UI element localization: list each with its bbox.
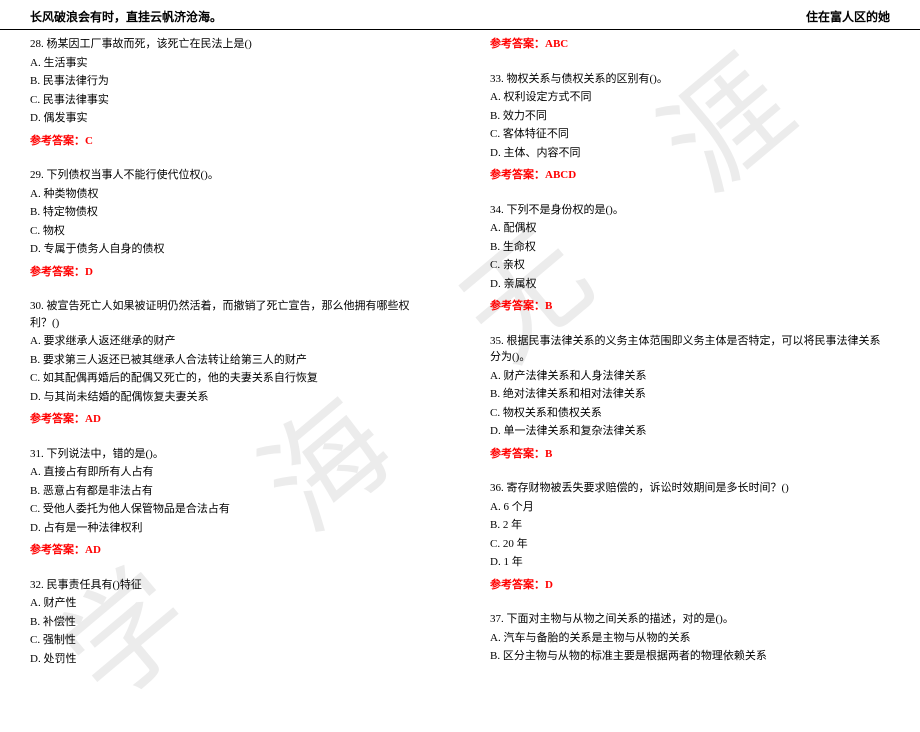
q29-opt-c: C. 物权 <box>30 223 430 240</box>
q28-opt-b: B. 民事法律行为 <box>30 73 430 90</box>
question-36: 36. 寄存财物被丢失要求赔偿的，诉讼时效期间是多长时间？() A. 6 个月 … <box>490 480 890 593</box>
prev-ans-value: ABC <box>545 38 568 50</box>
q28-answer: 参考答案：C <box>30 133 430 150</box>
question-37: 37. 下面对主物与从物之间关系的描述，对的是()。 A. 汽车与备胎的关系是主… <box>490 611 890 665</box>
q32-opt-b: B. 补偿性 <box>30 614 430 631</box>
q34-opt-d: D. 亲属权 <box>490 276 890 293</box>
q37-text: 37. 下面对主物与从物之间关系的描述，对的是()。 <box>490 611 890 628</box>
q31-answer: 参考答案：AD <box>30 542 430 559</box>
q36-text: 36. 寄存财物被丢失要求赔偿的，诉讼时效期间是多长时间？() <box>490 480 890 497</box>
q31-opt-b: B. 恶意占有都是非法占有 <box>30 483 430 500</box>
q32-opt-d: D. 处罚性 <box>30 651 430 668</box>
page-header: 长风破浪会有时，直挂云帆济沧海。 住在富人区的她 <box>0 0 920 30</box>
q28-text: 28. 杨某因工厂事故而死，该死亡在民法上是() <box>30 36 430 53</box>
q28-ans-value: C <box>85 135 93 147</box>
q30-ans-value: AD <box>85 413 101 425</box>
question-28: 28. 杨某因工厂事故而死，该死亡在民法上是() A. 生活事实 B. 民事法律… <box>30 36 430 149</box>
answer-label: 参考答案： <box>30 135 85 147</box>
column-left: 28. 杨某因工厂事故而死，该死亡在民法上是() A. 生活事实 B. 民事法律… <box>30 30 460 671</box>
answer-label: 参考答案： <box>490 300 545 312</box>
q34-opt-c: C. 亲权 <box>490 257 890 274</box>
q33-opt-c: C. 客体特征不同 <box>490 126 890 143</box>
q36-opt-a: A. 6 个月 <box>490 499 890 516</box>
q37-opt-a: A. 汽车与备胎的关系是主物与从物的关系 <box>490 630 890 647</box>
q33-opt-d: D. 主体、内容不同 <box>490 145 890 162</box>
q32-text: 32. 民事责任具有()特征 <box>30 577 430 594</box>
q33-ans-value: ABCD <box>545 169 576 181</box>
q34-opt-b: B. 生命权 <box>490 239 890 256</box>
q30-opt-a: A. 要求继承人返还继承的财产 <box>30 333 430 350</box>
q28-opt-a: A. 生活事实 <box>30 55 430 72</box>
answer-label: 参考答案： <box>490 448 545 460</box>
answer-label: 参考答案： <box>30 544 85 556</box>
q29-text: 29. 下列债权当事人不能行使代位权()。 <box>30 167 430 184</box>
prev-answer: 参考答案：ABC <box>490 36 890 53</box>
answer-label: 参考答案： <box>490 579 545 591</box>
q30-answer: 参考答案：AD <box>30 411 430 428</box>
q36-opt-c: C. 20 年 <box>490 536 890 553</box>
q34-opt-a: A. 配偶权 <box>490 220 890 237</box>
question-34: 34. 下列不是身份权的是()。 A. 配偶权 B. 生命权 C. 亲权 D. … <box>490 202 890 315</box>
q28-opt-d: D. 偶发事实 <box>30 110 430 127</box>
answer-label: 参考答案： <box>490 38 545 50</box>
q30-opt-b: B. 要求第三人返还已被其继承人合法转让给第三人的财产 <box>30 352 430 369</box>
header-left: 长风破浪会有时，直挂云帆济沧海。 <box>30 8 222 25</box>
question-35: 35. 根据民事法律关系的义务主体范围即义务主体是否特定，可以将民事法律关系分为… <box>490 333 890 463</box>
question-29: 29. 下列债权当事人不能行使代位权()。 A. 种类物债权 B. 特定物债权 … <box>30 167 430 280</box>
q35-text: 35. 根据民事法律关系的义务主体范围即义务主体是否特定，可以将民事法律关系分为… <box>490 333 890 366</box>
q30-opt-d: D. 与其尚未结婚的配偶恢复夫妻关系 <box>30 389 430 406</box>
q32-opt-c: C. 强制性 <box>30 632 430 649</box>
q35-opt-c: C. 物权关系和债权关系 <box>490 405 890 422</box>
q31-opt-d: D. 占有是一种法律权利 <box>30 520 430 537</box>
answer-label: 参考答案： <box>30 413 85 425</box>
q36-answer: 参考答案：D <box>490 577 890 594</box>
q34-ans-value: B <box>545 300 552 312</box>
q34-answer: 参考答案：B <box>490 298 890 315</box>
q29-opt-b: B. 特定物债权 <box>30 204 430 221</box>
q35-opt-a: A. 财产法律关系和人身法律关系 <box>490 368 890 385</box>
q30-text: 30. 被宣告死亡人如果被证明仍然活着，而撤销了死亡宣告，那么他拥有哪些权利？(… <box>30 298 430 331</box>
q33-opt-a: A. 权利设定方式不同 <box>490 89 890 106</box>
question-33: 33. 物权关系与债权关系的区别有()。 A. 权利设定方式不同 B. 效力不同… <box>490 71 890 184</box>
question-30: 30. 被宣告死亡人如果被证明仍然活着，而撤销了死亡宣告，那么他拥有哪些权利？(… <box>30 298 430 428</box>
question-32: 32. 民事责任具有()特征 A. 财产性 B. 补偿性 C. 强制性 D. 处… <box>30 577 430 668</box>
q37-opt-b: B. 区分主物与从物的标准主要是根据两者的物理依赖关系 <box>490 648 890 665</box>
q31-opt-a: A. 直接占有即所有人占有 <box>30 464 430 481</box>
header-right: 住在富人区的她 <box>806 8 890 25</box>
q35-opt-b: B. 绝对法律关系和相对法律关系 <box>490 386 890 403</box>
answer-label: 参考答案： <box>490 169 545 181</box>
q31-opt-c: C. 受他人委托为他人保管物品是合法占有 <box>30 501 430 518</box>
column-right: 参考答案：ABC 33. 物权关系与债权关系的区别有()。 A. 权利设定方式不… <box>460 30 890 671</box>
q30-opt-c: C. 如其配偶再婚后的配偶又死亡的，他的夫妻关系自行恢复 <box>30 370 430 387</box>
q35-answer: 参考答案：B <box>490 446 890 463</box>
q35-opt-d: D. 单一法律关系和复杂法律关系 <box>490 423 890 440</box>
q31-ans-value: AD <box>85 544 101 556</box>
q32-opt-a: A. 财产性 <box>30 595 430 612</box>
q36-ans-value: D <box>545 579 553 591</box>
q31-text: 31. 下列说法中，错的是()。 <box>30 446 430 463</box>
q35-ans-value: B <box>545 448 552 460</box>
q34-text: 34. 下列不是身份权的是()。 <box>490 202 890 219</box>
q33-opt-b: B. 效力不同 <box>490 108 890 125</box>
q36-opt-b: B. 2 年 <box>490 517 890 534</box>
q29-answer: 参考答案：D <box>30 264 430 281</box>
q29-opt-d: D. 专属于债务人自身的债权 <box>30 241 430 258</box>
q36-opt-d: D. 1 年 <box>490 554 890 571</box>
q33-answer: 参考答案：ABCD <box>490 167 890 184</box>
q29-opt-a: A. 种类物债权 <box>30 186 430 203</box>
answer-label: 参考答案： <box>30 266 85 278</box>
q33-text: 33. 物权关系与债权关系的区别有()。 <box>490 71 890 88</box>
content-area: 28. 杨某因工厂事故而死，该死亡在民法上是() A. 生活事实 B. 民事法律… <box>0 30 920 671</box>
q28-opt-c: C. 民事法律事实 <box>30 92 430 109</box>
q29-ans-value: D <box>85 266 93 278</box>
question-31: 31. 下列说法中，错的是()。 A. 直接占有即所有人占有 B. 恶意占有都是… <box>30 446 430 559</box>
